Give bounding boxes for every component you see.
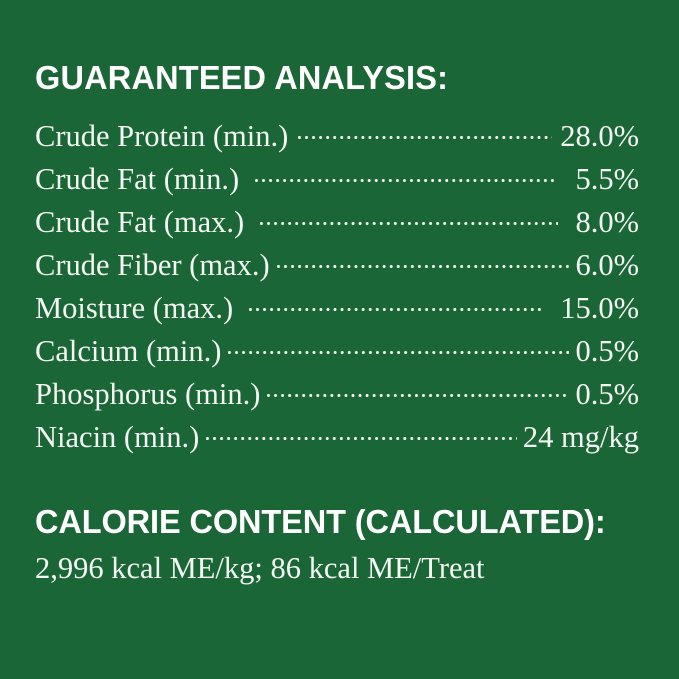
analysis-row-label: Crude Fat (min.) [35,161,240,196]
analysis-row-label: Crude Protein (min.) [35,118,289,153]
dot-leader [206,416,517,447]
analysis-row-value: 24 mg/kg [522,419,639,454]
analysis-row: Niacin (min.) 24 mg/kg [35,416,639,459]
calorie-content-block: CALORIE CONTENT (CALCULATED): 2,996 kcal… [35,503,639,585]
dot-leader [276,244,570,275]
label-content: GUARANTEED ANALYSIS: Crude Protein (min.… [35,62,639,584]
dot-leader [298,115,553,146]
analysis-row: Moisture (max.) 15.0% [35,287,639,330]
calorie-content-heading: CALORIE CONTENT (CALCULATED): [35,503,606,541]
analysis-row-label: Moisture (max.) [35,290,234,325]
analysis-row: Calcium (min.) 0.5% [35,330,639,373]
analysis-row-value: 0.5% [575,376,639,411]
analysis-row-value: 6.0% [575,247,639,282]
analysis-row: Crude Protein (min.) 28.0% [35,115,639,158]
calorie-content-value: 2,996 kcal ME/kg; 86 kcal ME/Treat [35,551,485,585]
analysis-row-label: Calcium (min.) [35,333,222,368]
analysis-row-value: 28.0% [560,118,639,153]
analysis-row: Crude Fiber (max.) 6.0% [35,244,639,287]
analysis-row-value: 0.5% [575,333,639,368]
analysis-row-label: Niacin (min.) [35,419,200,454]
dot-leader [228,330,570,361]
guaranteed-analysis-heading: GUARANTEED ANALYSIS: [35,60,449,97]
analysis-row: Crude Fat (min.) 5.5% [35,158,639,201]
guaranteed-analysis-rows: Crude Protein (min.) 28.0% Crude Fat (mi… [35,115,639,459]
analysis-row-value: 15.0% [560,290,639,325]
analysis-row-label: Phosphorus (min.) [35,376,261,411]
dot-leader [267,373,570,404]
analysis-row-value: 8.0% [575,204,639,239]
analysis-row-label: Crude Fiber (max.) [35,247,270,282]
analysis-row-value: 5.5% [575,161,639,196]
analysis-row: Phosphorus (min.) 0.5% [35,373,639,416]
dot-leader [260,201,559,232]
analysis-row-label: Crude Fat (max.) [35,204,245,239]
dot-leader [255,158,559,189]
dot-leader [249,287,544,318]
analysis-row: Crude Fat (max.) 8.0% [35,201,639,244]
